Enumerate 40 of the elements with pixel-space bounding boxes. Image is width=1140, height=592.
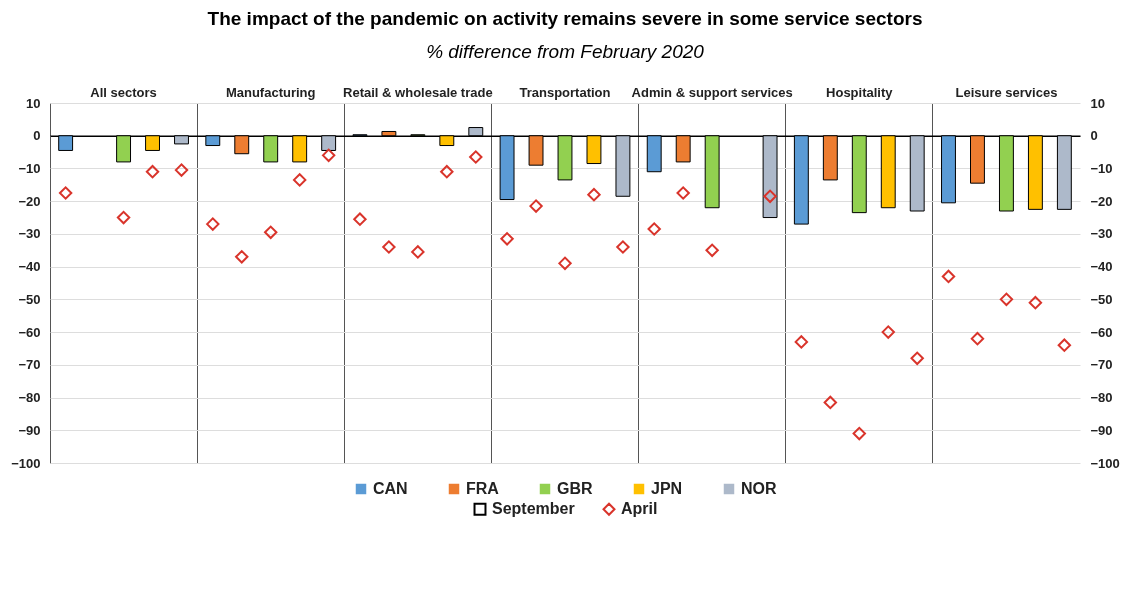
y-tick-label: −70 xyxy=(18,357,41,373)
x-tick-label: Admin & support services xyxy=(631,84,793,100)
y2-tick-label: −10 xyxy=(1090,160,1113,176)
y-tick-label: −50 xyxy=(18,291,41,307)
x-tick-label: Transportation xyxy=(519,84,611,100)
y2-tick-label: −60 xyxy=(1090,324,1113,340)
y-tick-label: −90 xyxy=(18,422,41,438)
chart-title: The impact of the pandemic on activity remains severe in some service sectors xyxy=(207,8,923,29)
y-tick-label: −100 xyxy=(11,455,41,471)
y2-tick-label: −30 xyxy=(1090,226,1113,242)
y-tick-label: −10 xyxy=(18,160,41,176)
legend-label: April xyxy=(621,500,658,518)
text: September xyxy=(492,500,575,518)
legend-label: FRA xyxy=(466,480,500,497)
y2-tick-label: −20 xyxy=(1090,193,1113,209)
y-tick-label: −60 xyxy=(18,324,41,340)
y-tick-label: −40 xyxy=(18,259,41,275)
chart-subtitle: % difference from February 2020 xyxy=(426,41,705,62)
x-tick-label: Leisure services xyxy=(955,84,1058,100)
y2-tick-label: −50 xyxy=(1090,291,1113,307)
y2-tick-label: −80 xyxy=(1090,390,1113,406)
legend-label: NOR xyxy=(741,480,777,497)
y2-tick-label: −70 xyxy=(1090,357,1113,373)
x-tick-label: Hospitality xyxy=(826,84,894,100)
x-tick-label: Manufacturing xyxy=(225,84,316,100)
x-tick-label: Retail & wholesale trade xyxy=(343,84,493,100)
y-tick-label: 10 xyxy=(26,95,41,111)
legend-label: GBR xyxy=(557,480,593,497)
y2-tick-label: 10 xyxy=(1090,95,1105,111)
y2-tick-label: −100 xyxy=(1090,455,1120,471)
y-tick-label: 0 xyxy=(33,128,41,144)
y2-tick-label: −90 xyxy=(1090,422,1113,438)
legend-label: CAN xyxy=(373,480,408,497)
legend-label: JPN xyxy=(651,480,683,497)
y-tick-label: −30 xyxy=(18,226,41,242)
x-tick-label: All sectors xyxy=(90,84,157,100)
y2-tick-label: 0 xyxy=(1090,128,1098,144)
y2-tick-label: −40 xyxy=(1090,259,1113,275)
y-tick-label: −20 xyxy=(18,193,41,209)
y-tick-label: −80 xyxy=(18,390,41,406)
